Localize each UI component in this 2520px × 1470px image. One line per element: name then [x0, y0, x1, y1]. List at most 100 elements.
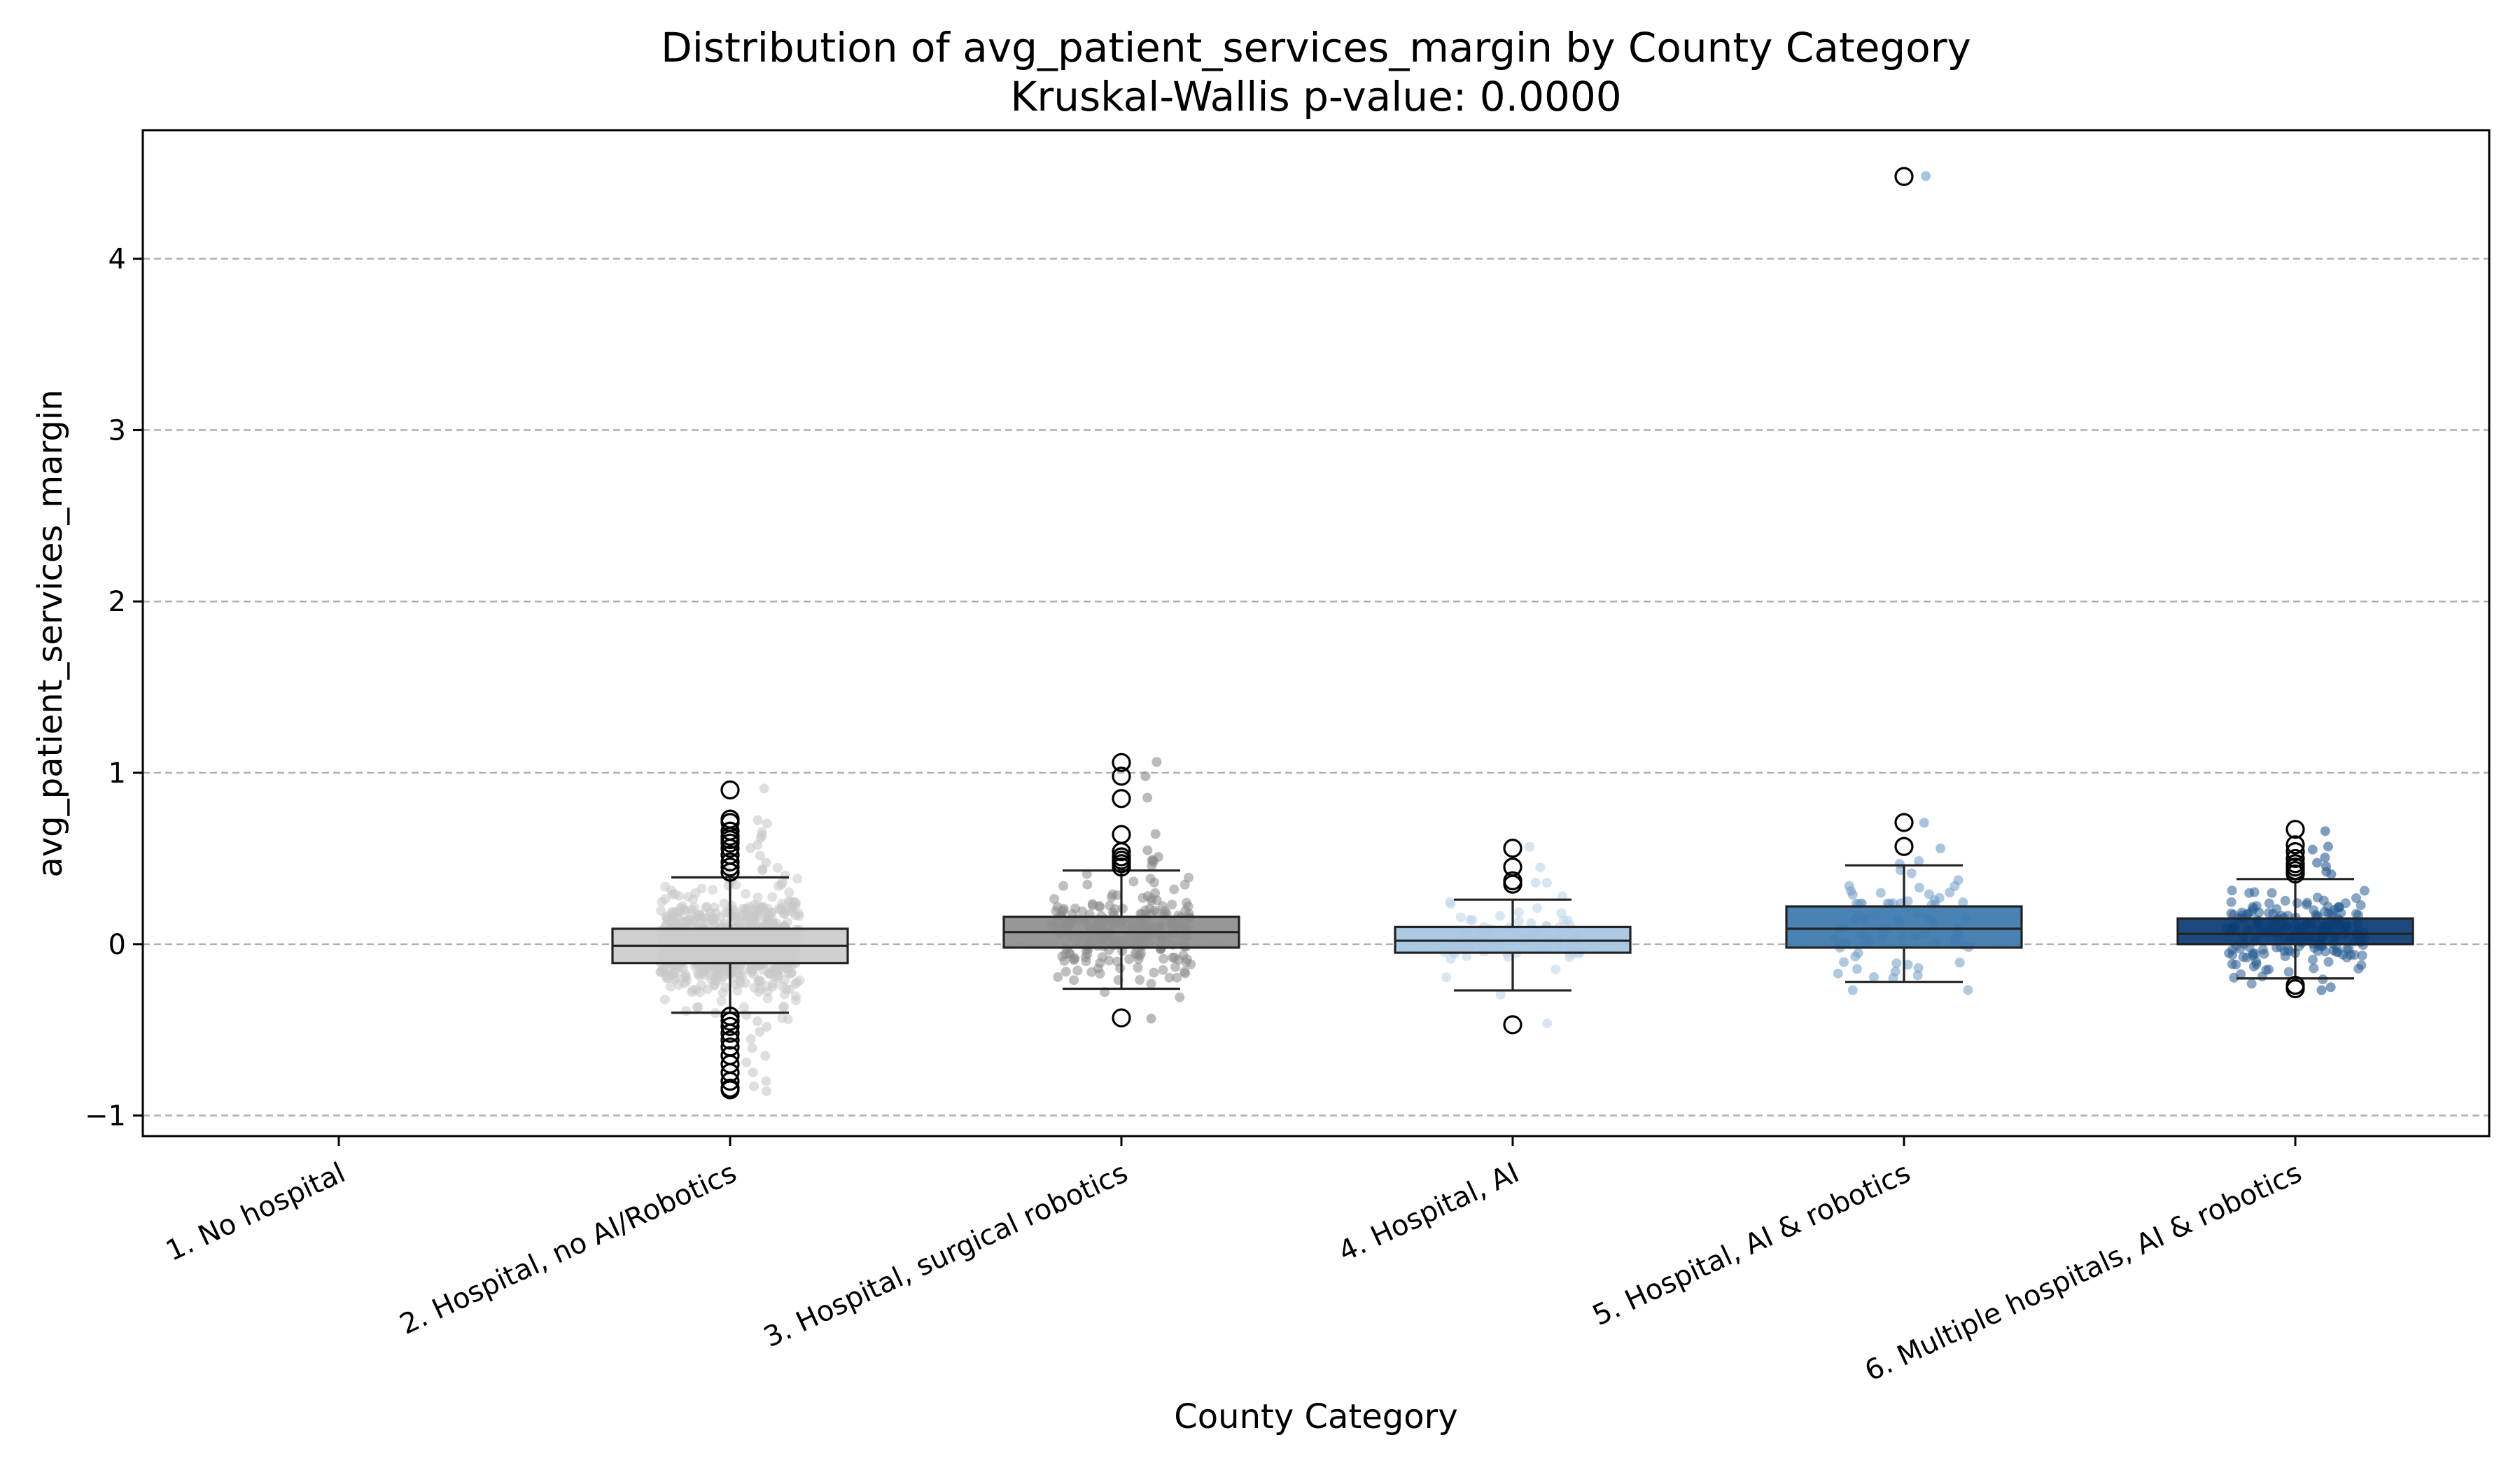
strip-point — [2320, 852, 2330, 862]
strip-point — [738, 1002, 749, 1012]
strip-point — [1149, 967, 1159, 978]
strip-point — [1913, 962, 1924, 973]
strip-point — [657, 963, 668, 974]
strip-point — [1550, 965, 1561, 975]
strip-point — [2272, 904, 2282, 914]
strip-point — [2325, 982, 2336, 993]
strip-point — [2326, 869, 2337, 880]
strip-point — [790, 995, 801, 1005]
outlier-point — [720, 1072, 740, 1091]
strip-point — [748, 1068, 758, 1078]
outlier-point — [720, 852, 740, 872]
strip-point — [777, 899, 788, 909]
box-iqr — [2176, 917, 2414, 946]
strip-point — [1175, 992, 1185, 1002]
strip-point — [1115, 963, 1126, 974]
strip-point — [1844, 881, 1854, 891]
strip-point — [741, 1057, 752, 1068]
strip-point — [2231, 959, 2241, 969]
strip-point — [1446, 899, 1456, 909]
y-tick-label: 4 — [108, 244, 126, 276]
strip-point — [718, 988, 728, 998]
strip-point — [1069, 955, 1079, 965]
strip-point — [1069, 975, 1079, 986]
outlier-point — [1112, 825, 1131, 844]
strip-point — [761, 1076, 771, 1086]
strip-point — [1164, 972, 1175, 983]
strip-point — [746, 843, 756, 853]
outlier-point — [720, 858, 740, 877]
strip-point — [1906, 868, 1917, 878]
strip-point — [1180, 905, 1191, 916]
strip-point — [747, 1043, 757, 1054]
strip-point — [1146, 979, 1156, 989]
strip-point — [1147, 860, 1157, 871]
strip-point — [1142, 845, 1153, 855]
outlier-point — [720, 839, 740, 858]
strip-point — [752, 976, 763, 987]
strip-point — [777, 877, 788, 888]
strip-point — [1149, 877, 1159, 888]
strip-point — [1949, 881, 1960, 891]
strip-point — [1072, 965, 1083, 976]
strip-point — [1107, 889, 1118, 899]
outlier-point — [1112, 858, 1131, 877]
strip-point — [691, 913, 701, 923]
strip-point — [1128, 876, 1139, 887]
strip-point — [793, 908, 804, 918]
strip-point — [1183, 872, 1194, 883]
strip-point — [1465, 914, 1476, 925]
strip-point — [2345, 950, 2356, 960]
outlier-point — [1112, 842, 1131, 862]
outlier-point — [1112, 1008, 1131, 1028]
strip-point — [694, 970, 705, 981]
outlier-point — [720, 780, 740, 800]
strip-point — [1086, 967, 1097, 977]
outlier-point — [2286, 848, 2305, 869]
strip-point — [1455, 912, 1466, 923]
strip-point — [1095, 968, 1105, 979]
strip-point — [689, 902, 699, 913]
strip-point — [761, 981, 771, 991]
strip-point — [2308, 954, 2318, 965]
strip-point — [2238, 952, 2248, 962]
strip-point — [1914, 855, 1924, 866]
strip-point — [666, 966, 676, 976]
strip-point — [1117, 903, 1128, 913]
strip-point — [1140, 905, 1151, 916]
outlier-point — [1112, 766, 1131, 786]
outlier-point — [1112, 752, 1131, 772]
strip-point — [755, 1026, 765, 1037]
box-iqr — [1785, 905, 2023, 949]
outlier-point — [720, 1016, 740, 1036]
strip-point — [690, 888, 701, 898]
strip-point — [1441, 972, 1452, 983]
strip-point — [752, 1016, 763, 1027]
strip-point — [710, 976, 721, 986]
outlier-point — [2286, 864, 2305, 884]
strip-point — [1104, 955, 1114, 966]
y-axis: −1 0 1 2 3 4 — [85, 244, 143, 1133]
strip-point — [1919, 818, 1929, 828]
strip-point — [1535, 862, 1546, 873]
strip-point — [1140, 771, 1151, 781]
strip-point — [701, 902, 712, 912]
strip-point — [1060, 967, 1071, 977]
strip-point — [2353, 963, 2364, 974]
strip-point — [1135, 948, 1146, 959]
strip-point — [759, 783, 769, 794]
outlier-point — [1112, 789, 1131, 808]
strip-point — [1963, 985, 1973, 995]
strip-point — [731, 879, 741, 890]
y-tick-label: 1 — [108, 757, 126, 790]
strip-point — [2302, 899, 2312, 910]
strip-point — [1912, 970, 1923, 981]
strip-point — [1158, 965, 1168, 975]
strip-point — [1133, 962, 1143, 973]
x-tick-label: 4. Hospital, AI — [1334, 1156, 1524, 1268]
strip-point — [2248, 950, 2258, 960]
strip-point — [767, 892, 778, 902]
strip-point — [2267, 888, 2277, 898]
strip-point — [1070, 903, 1081, 913]
